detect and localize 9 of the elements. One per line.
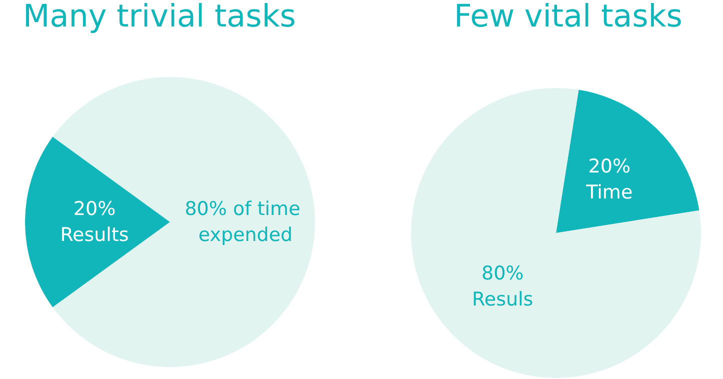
slice-label: 80% of time expended (184, 198, 306, 246)
chart-title: Few vital tasks (454, 0, 682, 34)
data-label: 20% (588, 156, 631, 178)
chart-title: Many trivial tasks (23, 0, 296, 34)
data-label: 20% (73, 198, 116, 220)
slice-label: Resuls (472, 288, 534, 310)
slice-label: Results (60, 224, 129, 246)
data-label: 80% (481, 262, 524, 284)
slice-label: Time (585, 182, 633, 204)
